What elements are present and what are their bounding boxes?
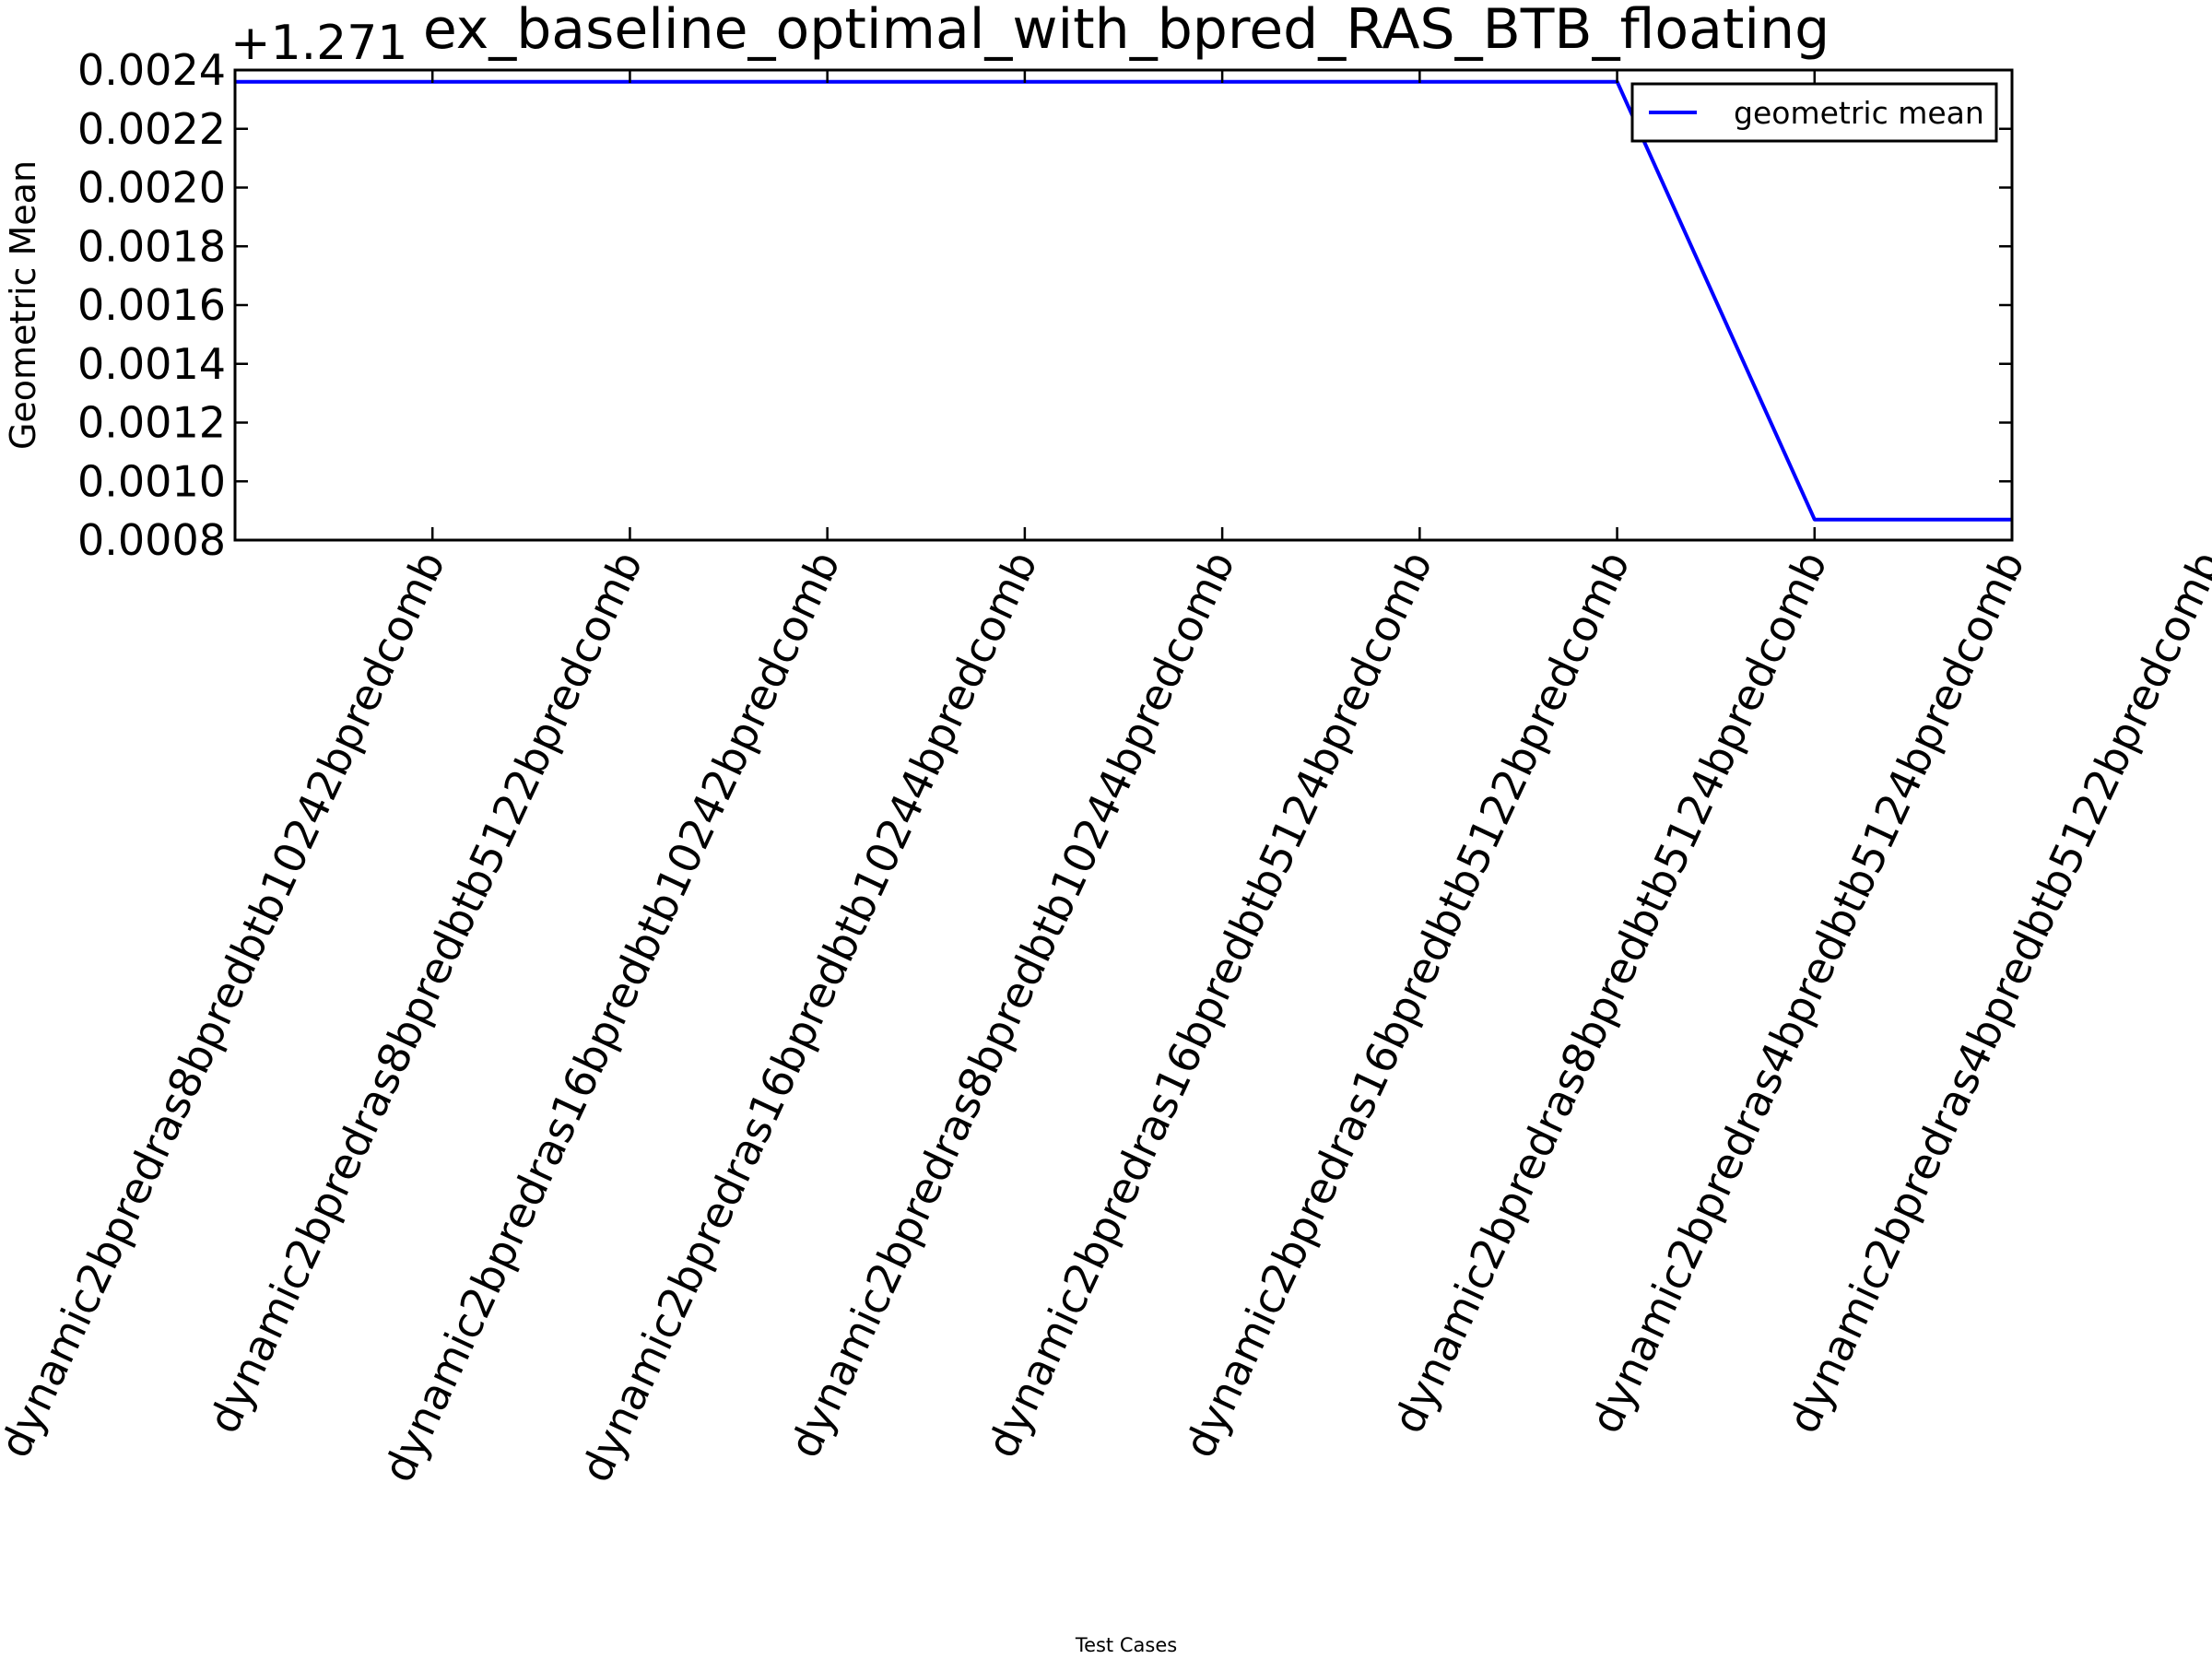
x-tick-label: dynamic2bpredras16bpredbtb5122bpredcomb <box>1174 544 1639 1465</box>
x-axis-label: Test Cases <box>1075 1634 1177 1656</box>
y-tick-label: 0.0008 <box>77 515 226 565</box>
legend-label: geometric mean <box>1734 95 1984 131</box>
y-tick-label: 0.0010 <box>77 456 226 506</box>
y-axis-offset-label: +1.271 <box>230 16 407 71</box>
y-tick-label: 0.0014 <box>77 339 226 389</box>
x-tick-label: dynamic2bpredras16bpredbtb10244bpredcomb <box>571 544 1047 1489</box>
x-tick-label: dynamic2bpredras8bpredbtb10244bpredcomb <box>780 544 1244 1465</box>
series-line-1 <box>235 79 2012 522</box>
y-tick-label: 0.0016 <box>77 280 226 330</box>
chart-title: ex_baseline_optimal_with_bpred_RAS_BTB_f… <box>423 0 1830 62</box>
y-tick-label: 0.0018 <box>77 221 226 271</box>
x-tick-label: dynamic2bpredras4bpredbtb5124bpredcomb <box>1581 544 2034 1441</box>
y-tick-label: 0.0022 <box>77 104 226 154</box>
y-tick-label: 0.0012 <box>77 398 226 448</box>
x-tick-label: dynamic2bpredras16bpredbtb10242bpredcomb <box>373 544 850 1489</box>
y-axis-label: Geometric Mean <box>3 160 43 450</box>
x-tick-label: dynamic2bpredras4bpredbtb5122bpredcomb <box>1778 544 2212 1441</box>
legend: geometric mean <box>1630 82 1998 143</box>
x-tick-label: dynamic2bpredras8bpredbtb5124bpredcomb <box>1383 544 1837 1441</box>
y-tick-label: 0.0020 <box>77 163 226 213</box>
y-tick-label: 0.0024 <box>77 45 226 95</box>
plot-area: 0.0008 0.0010 0.0012 0.0014 0.0016 0.0018 0.00… <box>0 45 2212 1489</box>
x-tick-label: dynamic2bpredras8bpredbtb5122bpredcomb <box>198 544 652 1441</box>
x-tick-label: dynamic2bpredras8bpredbtb10242bpredcomb <box>0 544 454 1465</box>
x-tick-label: dynamic2bpredras16bpredbtb5124bpredcomb <box>977 544 1441 1465</box>
